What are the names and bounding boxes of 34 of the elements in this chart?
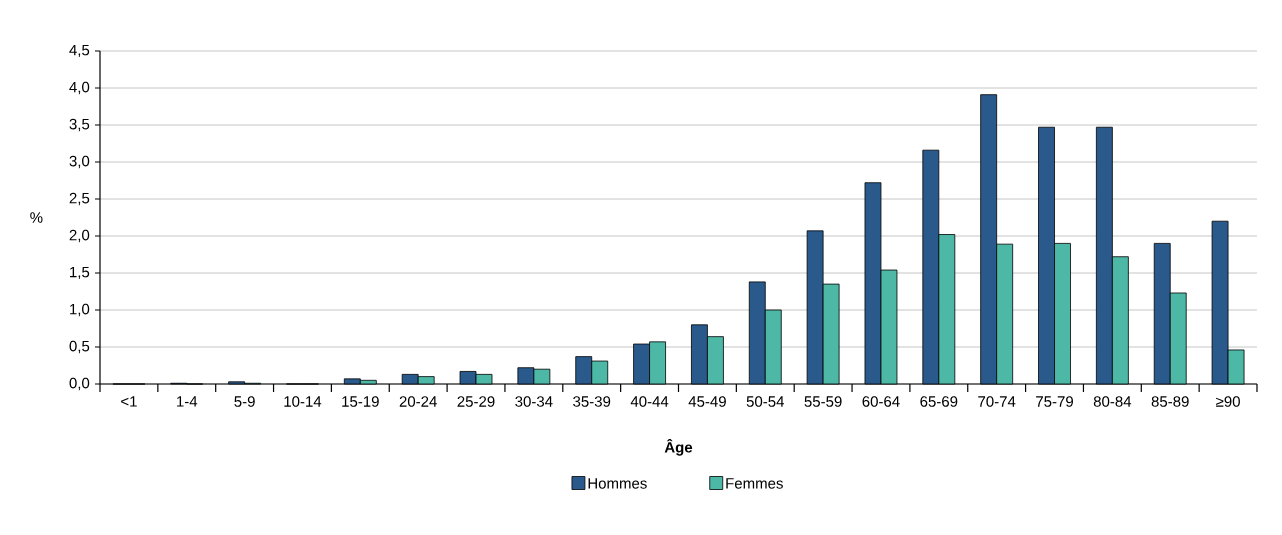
x-tick-label: 65-69 <box>920 396 958 407</box>
y-tick-label: 0,0 <box>69 377 90 391</box>
x-tick-label: 35-39 <box>573 396 611 407</box>
y-tick-label: 1,5 <box>70 266 90 280</box>
x-tick-label: 70-74 <box>978 396 1016 407</box>
x-tick-label: 55-59 <box>804 396 842 407</box>
y-tick-label: 2,0 <box>69 229 90 243</box>
y-tick-label: 1,0 <box>70 303 90 317</box>
y-axis-title: % <box>30 212 43 223</box>
x-tick-label: 50-54 <box>746 396 785 407</box>
x-tick-label: 60-64 <box>862 396 900 407</box>
x-tick-label: ≥90 <box>1216 396 1240 407</box>
y-tick-label: 4,0 <box>69 81 90 95</box>
x-tick-label: 75-79 <box>1036 396 1073 407</box>
legend-label: Hommes <box>588 478 647 489</box>
x-tick-label: 85-89 <box>1151 396 1189 407</box>
x-tick-label: 5-9 <box>234 396 255 407</box>
x-tick-label: 20-24 <box>399 396 437 407</box>
x-tick-label: 45-49 <box>688 396 726 407</box>
legend-label: Femmes <box>726 478 783 489</box>
y-tick-label: 2,5 <box>69 192 90 206</box>
y-tick-label: 3,0 <box>69 155 90 169</box>
x-tick-label: 80-84 <box>1093 396 1132 407</box>
y-tick-label: 3,5 <box>69 118 90 132</box>
x-tick-label: 15-19 <box>342 396 379 407</box>
x-tick-label: 40-44 <box>630 396 669 407</box>
x-tick-label: 25-29 <box>457 396 495 407</box>
x-axis-title: Âge <box>664 439 693 456</box>
x-tick-label: 1-4 <box>177 396 198 407</box>
x-tick-label: 30-34 <box>515 396 553 407</box>
x-tick-label: 10-14 <box>284 396 322 407</box>
y-tick-label: 0,5 <box>69 340 90 354</box>
x-tick-label: <1 <box>121 396 137 407</box>
y-tick-label: 4,5 <box>69 44 90 58</box>
